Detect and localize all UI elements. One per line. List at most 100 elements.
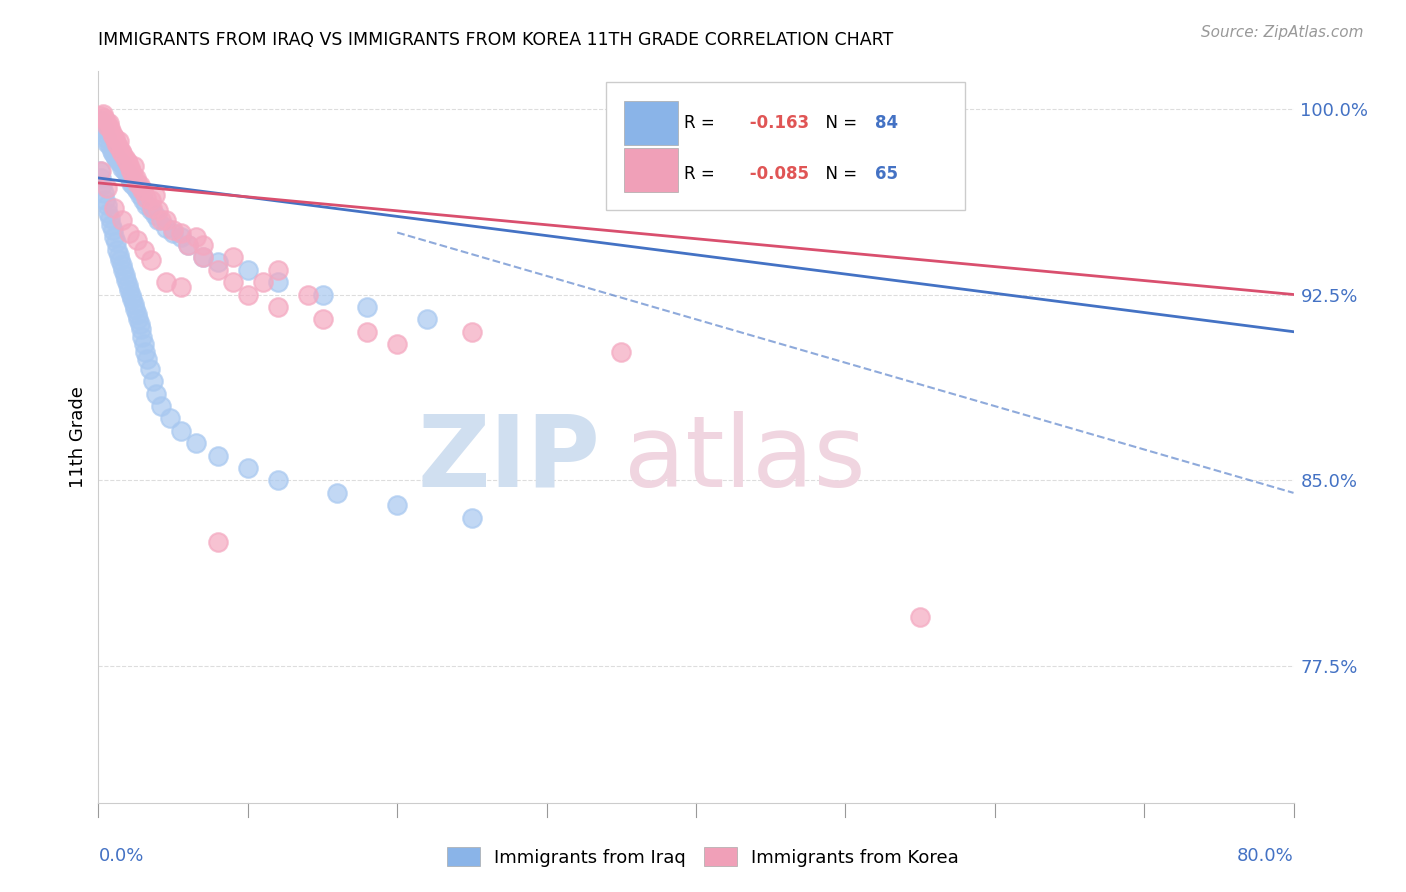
Point xyxy=(93,126,115,140)
Point xyxy=(129,188,152,202)
Point xyxy=(150,213,173,227)
Point xyxy=(90,109,112,123)
Point xyxy=(461,510,484,524)
Point xyxy=(115,153,138,168)
Point xyxy=(162,226,184,240)
Point xyxy=(236,287,259,301)
Point xyxy=(104,149,127,163)
Point xyxy=(111,161,134,175)
Point xyxy=(385,337,409,351)
Point xyxy=(121,293,143,307)
Point xyxy=(104,131,127,145)
Point xyxy=(112,262,135,277)
Text: R =: R = xyxy=(685,113,720,131)
Point xyxy=(103,128,125,143)
Point xyxy=(131,183,153,197)
Point xyxy=(908,610,931,624)
Point xyxy=(97,205,120,219)
Point xyxy=(267,474,290,488)
Point xyxy=(267,262,290,277)
Point xyxy=(222,275,245,289)
Point xyxy=(124,159,146,173)
Point xyxy=(222,250,245,264)
Text: 0.0%: 0.0% xyxy=(98,847,143,864)
Point xyxy=(207,535,229,549)
Point xyxy=(120,287,142,301)
Point xyxy=(128,318,150,332)
Point xyxy=(108,252,131,267)
Point xyxy=(236,262,259,277)
Text: ZIP: ZIP xyxy=(418,410,600,508)
Point xyxy=(143,208,166,222)
Point xyxy=(105,151,128,165)
Point xyxy=(103,146,125,161)
Point xyxy=(93,112,115,126)
Point xyxy=(110,213,132,227)
Point xyxy=(105,136,128,151)
Text: -0.085: -0.085 xyxy=(744,165,808,183)
Point xyxy=(162,223,184,237)
Point xyxy=(207,262,229,277)
Point xyxy=(114,151,136,165)
Point xyxy=(139,194,162,208)
Point xyxy=(184,230,207,244)
Point xyxy=(120,163,142,178)
Point xyxy=(184,436,207,450)
Point xyxy=(115,166,138,180)
Point xyxy=(89,163,111,178)
Point xyxy=(91,106,114,120)
Point xyxy=(127,183,149,197)
Point xyxy=(100,138,122,153)
Point xyxy=(191,250,214,264)
Point xyxy=(131,329,153,343)
Point xyxy=(107,138,129,153)
Point xyxy=(356,300,378,314)
Point xyxy=(91,178,114,193)
Point xyxy=(169,230,191,244)
Y-axis label: 11th Grade: 11th Grade xyxy=(69,386,87,488)
Point xyxy=(98,211,121,225)
Point xyxy=(118,283,141,297)
Point xyxy=(416,312,439,326)
Point xyxy=(96,198,118,212)
Point xyxy=(101,126,124,140)
Point xyxy=(94,131,117,145)
Text: atlas: atlas xyxy=(624,410,866,508)
Point xyxy=(267,300,290,314)
Point xyxy=(177,238,200,252)
Point xyxy=(110,144,132,158)
Text: N =: N = xyxy=(815,113,863,131)
Point xyxy=(117,277,139,292)
Point xyxy=(169,226,191,240)
Point xyxy=(129,178,152,193)
Point xyxy=(90,171,112,186)
Point xyxy=(124,302,146,317)
Point xyxy=(120,176,142,190)
Point xyxy=(610,344,633,359)
Point xyxy=(135,191,157,205)
Point xyxy=(91,121,114,136)
Point xyxy=(139,203,162,218)
Point xyxy=(114,163,136,178)
FancyBboxPatch shape xyxy=(624,101,678,145)
Point xyxy=(132,243,155,257)
Point xyxy=(114,268,136,282)
Point xyxy=(94,114,117,128)
Point xyxy=(132,337,155,351)
Text: N =: N = xyxy=(815,165,863,183)
Point xyxy=(125,233,148,247)
Point xyxy=(118,226,141,240)
Point xyxy=(326,486,349,500)
Text: 80.0%: 80.0% xyxy=(1237,847,1294,864)
Point xyxy=(127,176,149,190)
Point xyxy=(148,213,170,227)
Point xyxy=(103,230,125,244)
Point xyxy=(191,238,214,252)
Point xyxy=(236,461,259,475)
Point xyxy=(118,161,141,175)
Point xyxy=(191,250,214,264)
Point xyxy=(267,275,290,289)
Text: R =: R = xyxy=(685,165,720,183)
Point xyxy=(121,169,143,183)
Point xyxy=(97,116,120,130)
